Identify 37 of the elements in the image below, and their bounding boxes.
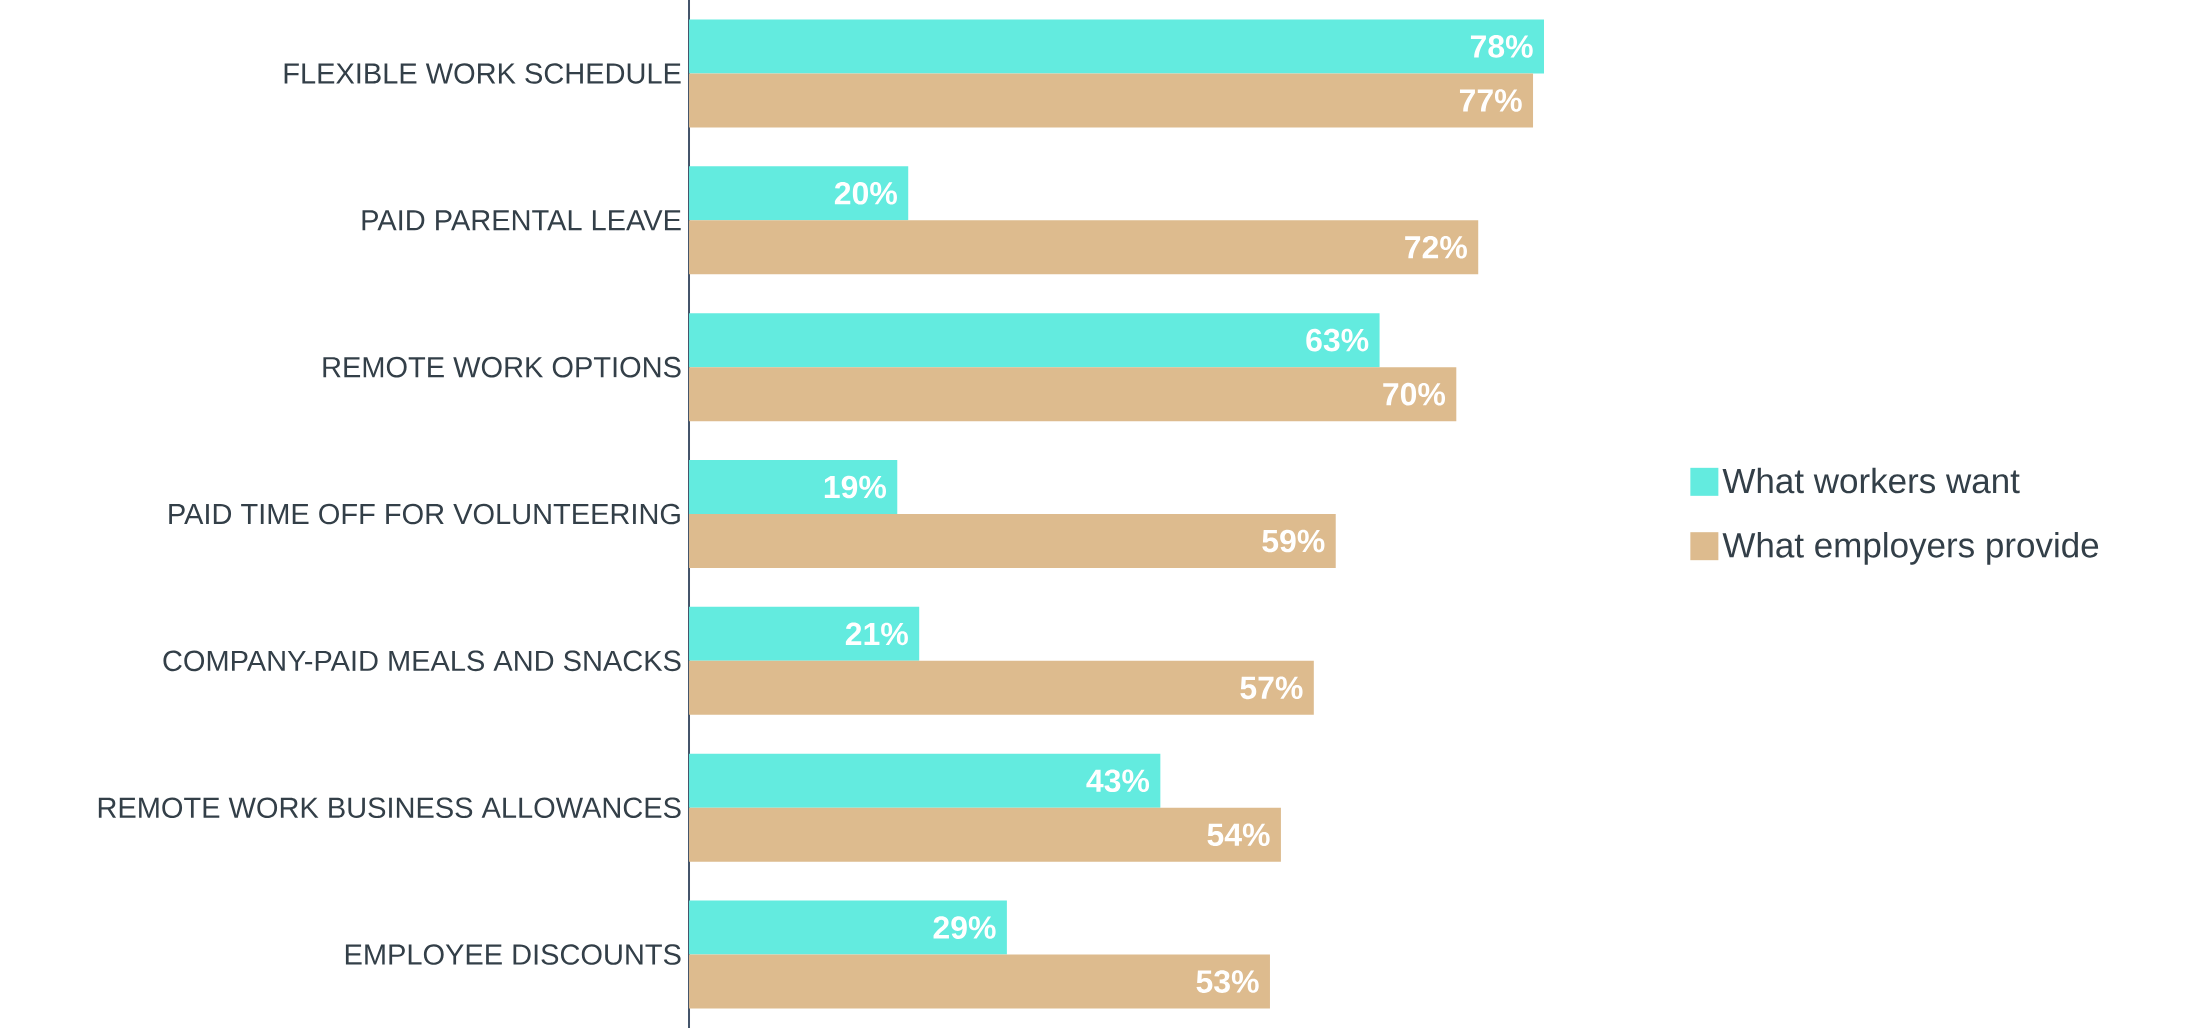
data-label: 53% [1196,970,1259,993]
data-label: 59% [1262,529,1325,553]
data-label: 77% [1459,89,1522,112]
data-label: 70% [1383,382,1446,406]
y-tick-label: FLEXIBLE WORK SCHEDULE [284,63,681,84]
bar [689,220,1479,275]
bar [689,807,1281,862]
bar [689,606,920,661]
y-tick-label: COMPANY-PAID MEALS AND SNACKS [163,650,681,672]
y-tick-label: EMPLOYEE DISCOUNTS [345,944,681,965]
data-label: 57% [1240,676,1303,700]
data-label: 29% [933,916,996,939]
y-tick-label: PAID PARENTAL LEAVE [362,210,681,231]
legend-label: What workers want [1722,467,2020,494]
data-label: 54% [1207,823,1270,847]
data-label: 72% [1405,236,1467,259]
bar [689,753,1161,808]
bar [689,460,898,515]
bar [689,313,1380,368]
bar [689,367,1457,422]
y-tick-label: PAID TIME OFF FOR VOLUNTEERING [169,503,680,525]
y-tick-label: REMOTE WORK OPTIONS [323,356,681,378]
legend-label: What employers provide [1722,531,2099,565]
bar [689,954,1270,1009]
y-tick-label: REMOTE WORK BUSINESS ALLOWANCES [98,797,681,818]
bar [689,166,909,221]
bar [689,514,1336,568]
data-label: 63% [1306,328,1369,352]
bar [689,900,1007,955]
data-label: 21% [845,622,908,646]
data-label: 20% [834,181,897,205]
bar [689,19,1544,74]
bar [689,73,1534,128]
data-label: 78% [1470,35,1533,58]
data-label: 43% [1086,769,1150,793]
bar [689,660,1314,715]
data-label: 19% [824,475,887,499]
